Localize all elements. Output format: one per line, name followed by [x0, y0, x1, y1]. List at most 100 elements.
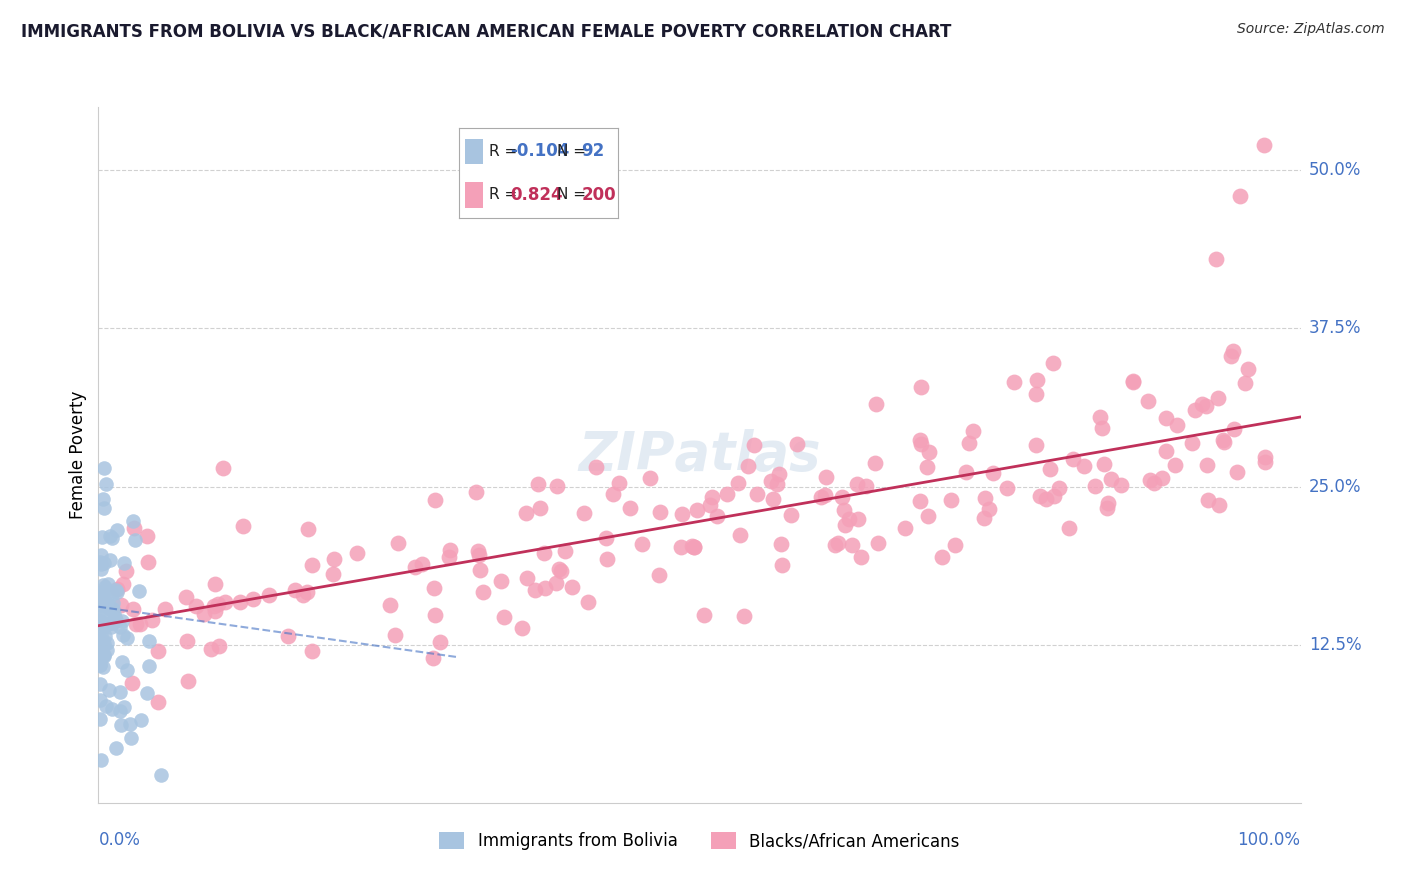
Point [770, 558, 793, 573]
Point [1226, 466, 1249, 480]
Point [97, 601, 120, 615]
Point [838, 512, 860, 526]
Point [1043, 489, 1066, 503]
Point [546, 478, 568, 492]
Point [1254, 450, 1277, 465]
Point [90, 530, 112, 544]
Point [737, 458, 759, 473]
Point [814, 488, 837, 502]
Point [1152, 471, 1174, 485]
Point [1035, 492, 1057, 507]
Point [957, 435, 980, 450]
Point [89, 693, 111, 707]
Point [693, 607, 716, 622]
Point [846, 477, 869, 491]
Point [111, 628, 134, 642]
Text: Source: ZipAtlas.com: Source: ZipAtlas.com [1237, 22, 1385, 37]
Point [548, 562, 571, 576]
Point [111, 615, 134, 629]
Point [1136, 394, 1159, 409]
Point [138, 659, 160, 673]
Point [572, 506, 595, 520]
Point [1062, 451, 1084, 466]
Point [467, 543, 489, 558]
Point [384, 628, 406, 642]
Point [1039, 462, 1062, 476]
Point [786, 437, 808, 451]
Point [94, 477, 117, 491]
Point [257, 588, 280, 602]
Point [112, 700, 135, 714]
Point [1208, 498, 1230, 512]
Point [1223, 422, 1246, 436]
Point [429, 635, 451, 649]
Point [211, 460, 233, 475]
Point [292, 588, 315, 602]
Point [1154, 444, 1177, 458]
Point [297, 585, 319, 599]
Point [1088, 409, 1111, 424]
Point [346, 546, 368, 560]
Point [93, 637, 115, 651]
Point [1166, 417, 1188, 432]
Point [128, 583, 150, 598]
Point [681, 539, 703, 553]
Point [90, 588, 112, 602]
Point [89, 615, 111, 629]
Point [1220, 349, 1243, 363]
Point [131, 713, 153, 727]
Point [91, 492, 114, 507]
Point [118, 717, 141, 731]
Point [619, 501, 641, 516]
Point [90, 650, 112, 665]
Point [90, 634, 112, 648]
Point [89, 588, 111, 602]
Point [908, 433, 931, 447]
Point [93, 649, 115, 664]
Text: 12.5%: 12.5% [1309, 636, 1361, 654]
Point [1122, 374, 1144, 388]
Point [301, 558, 323, 572]
Point [1042, 356, 1064, 370]
Point [700, 490, 723, 504]
Point [516, 571, 538, 585]
Point [669, 541, 692, 555]
Point [105, 523, 128, 537]
Point [1122, 375, 1144, 389]
Text: R =: R = [489, 144, 523, 159]
Point [100, 587, 122, 601]
Point [423, 608, 446, 623]
Point [94, 580, 117, 594]
Point [917, 508, 939, 523]
Point [848, 512, 870, 526]
Point [89, 712, 111, 726]
Point [810, 490, 832, 504]
Point [214, 594, 236, 608]
Point [89, 596, 111, 610]
Legend: Immigrants from Bolivia, Blacks/African Americans: Immigrants from Bolivia, Blacks/African … [433, 826, 966, 857]
Point [93, 556, 115, 570]
Point [1154, 411, 1177, 425]
Point [111, 655, 134, 669]
Point [467, 549, 489, 563]
Point [769, 536, 792, 550]
Point [89, 677, 111, 691]
Point [533, 581, 555, 595]
Point [1091, 421, 1114, 435]
Point [105, 613, 128, 627]
Point [1143, 475, 1166, 490]
Point [1095, 501, 1118, 516]
Point [554, 544, 576, 558]
Point [706, 509, 728, 524]
Point [96, 642, 118, 657]
Point [297, 522, 319, 536]
Text: 0.824: 0.824 [510, 186, 562, 204]
Point [94, 629, 117, 643]
Point [149, 768, 172, 782]
Point [90, 637, 112, 651]
Point [122, 521, 145, 535]
Point [1211, 433, 1233, 447]
Point [768, 467, 790, 481]
Point [101, 602, 124, 616]
Point [533, 546, 555, 560]
